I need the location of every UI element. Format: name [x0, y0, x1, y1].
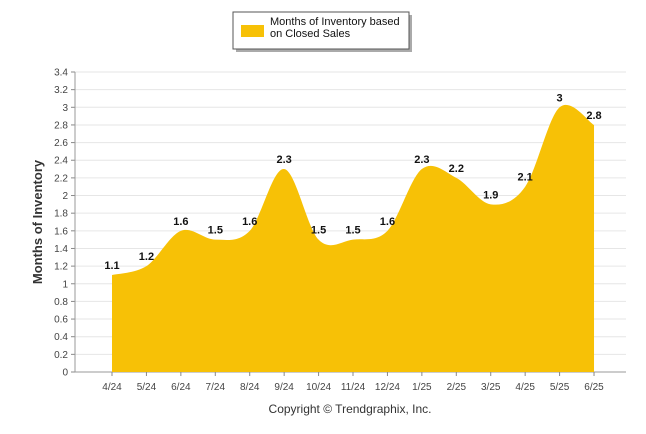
- legend-swatch: [241, 25, 264, 37]
- y-axis-title: Months of Inventory: [30, 159, 45, 284]
- data-label: 1.5: [208, 225, 223, 237]
- y-tick-label: 0.2: [54, 350, 68, 361]
- y-tick-label: 1.6: [54, 226, 68, 237]
- data-label: 1.1: [104, 260, 119, 272]
- legend-label-line1: Months of Inventory based: [270, 16, 400, 28]
- data-label: 3: [557, 92, 563, 104]
- x-tick-label: 8/24: [240, 382, 260, 393]
- x-tick-label: 6/25: [584, 382, 604, 393]
- legend: Months of Inventory based on Closed Sale…: [232, 11, 412, 52]
- x-tick-label: 12/24: [375, 382, 400, 393]
- data-label: 2.3: [414, 154, 429, 166]
- x-tick-label: 6/24: [171, 382, 191, 393]
- copyright-text: Copyright © Trendgraphix, Inc.: [269, 402, 432, 416]
- data-label: 2.1: [518, 172, 533, 184]
- y-tick-label: 3.4: [54, 68, 68, 79]
- data-label: 1.5: [311, 225, 326, 237]
- data-label: 1.6: [380, 216, 395, 228]
- y-tick-label: 0.8: [54, 297, 68, 308]
- data-label: 2.8: [586, 110, 601, 122]
- x-tick-label: 3/25: [481, 382, 501, 393]
- data-labels: 1.1 1.2 1.6 1.5 1.6 2.3 1.5 1.5 1.6 2.3 2.2 1.9 2.1 3…: [104, 92, 601, 272]
- y-tick-label: 0.4: [54, 332, 68, 343]
- y-tick-label: 0: [62, 368, 68, 379]
- data-label: 1.6: [173, 216, 188, 228]
- y-tick-label: 3: [62, 103, 68, 114]
- area-series: [112, 104, 595, 373]
- legend-label-line2: on Closed Sales: [270, 28, 351, 40]
- x-tick-label: 11/24: [341, 382, 366, 393]
- x-tick-label: 4/24: [102, 382, 122, 393]
- x-tick-label: 10/24: [306, 382, 331, 393]
- y-tick-label: 2.6: [54, 138, 68, 149]
- y-tick-label: 2.8: [54, 120, 68, 131]
- y-tick-label: 1.8: [54, 209, 68, 220]
- x-tick-label: 4/25: [515, 382, 535, 393]
- x-tick-label: 5/25: [550, 382, 570, 393]
- y-tick-label: 3.2: [54, 85, 68, 96]
- x-tick-label: 1/25: [412, 382, 432, 393]
- x-tick-label: 2/25: [447, 382, 467, 393]
- data-label: 1.6: [242, 216, 257, 228]
- y-tick-label: 2.4: [54, 156, 68, 167]
- data-label: 1.5: [345, 225, 360, 237]
- data-label: 1.2: [139, 251, 154, 263]
- x-tick-label: 5/24: [137, 382, 157, 393]
- data-label: 1.9: [483, 189, 498, 201]
- y-tick-label: 2.2: [54, 173, 68, 184]
- y-tick-label: 1: [62, 279, 68, 290]
- x-tick-label: 7/24: [206, 382, 226, 393]
- y-tick-label: 1.4: [54, 244, 68, 255]
- y-tick-label: 2: [62, 191, 68, 202]
- data-label: 2.3: [277, 154, 292, 166]
- y-tick-label: 0.6: [54, 315, 68, 326]
- data-label: 2.2: [449, 163, 464, 175]
- y-tick-label: 1.2: [54, 262, 68, 273]
- x-tick-label: 9/24: [274, 382, 294, 393]
